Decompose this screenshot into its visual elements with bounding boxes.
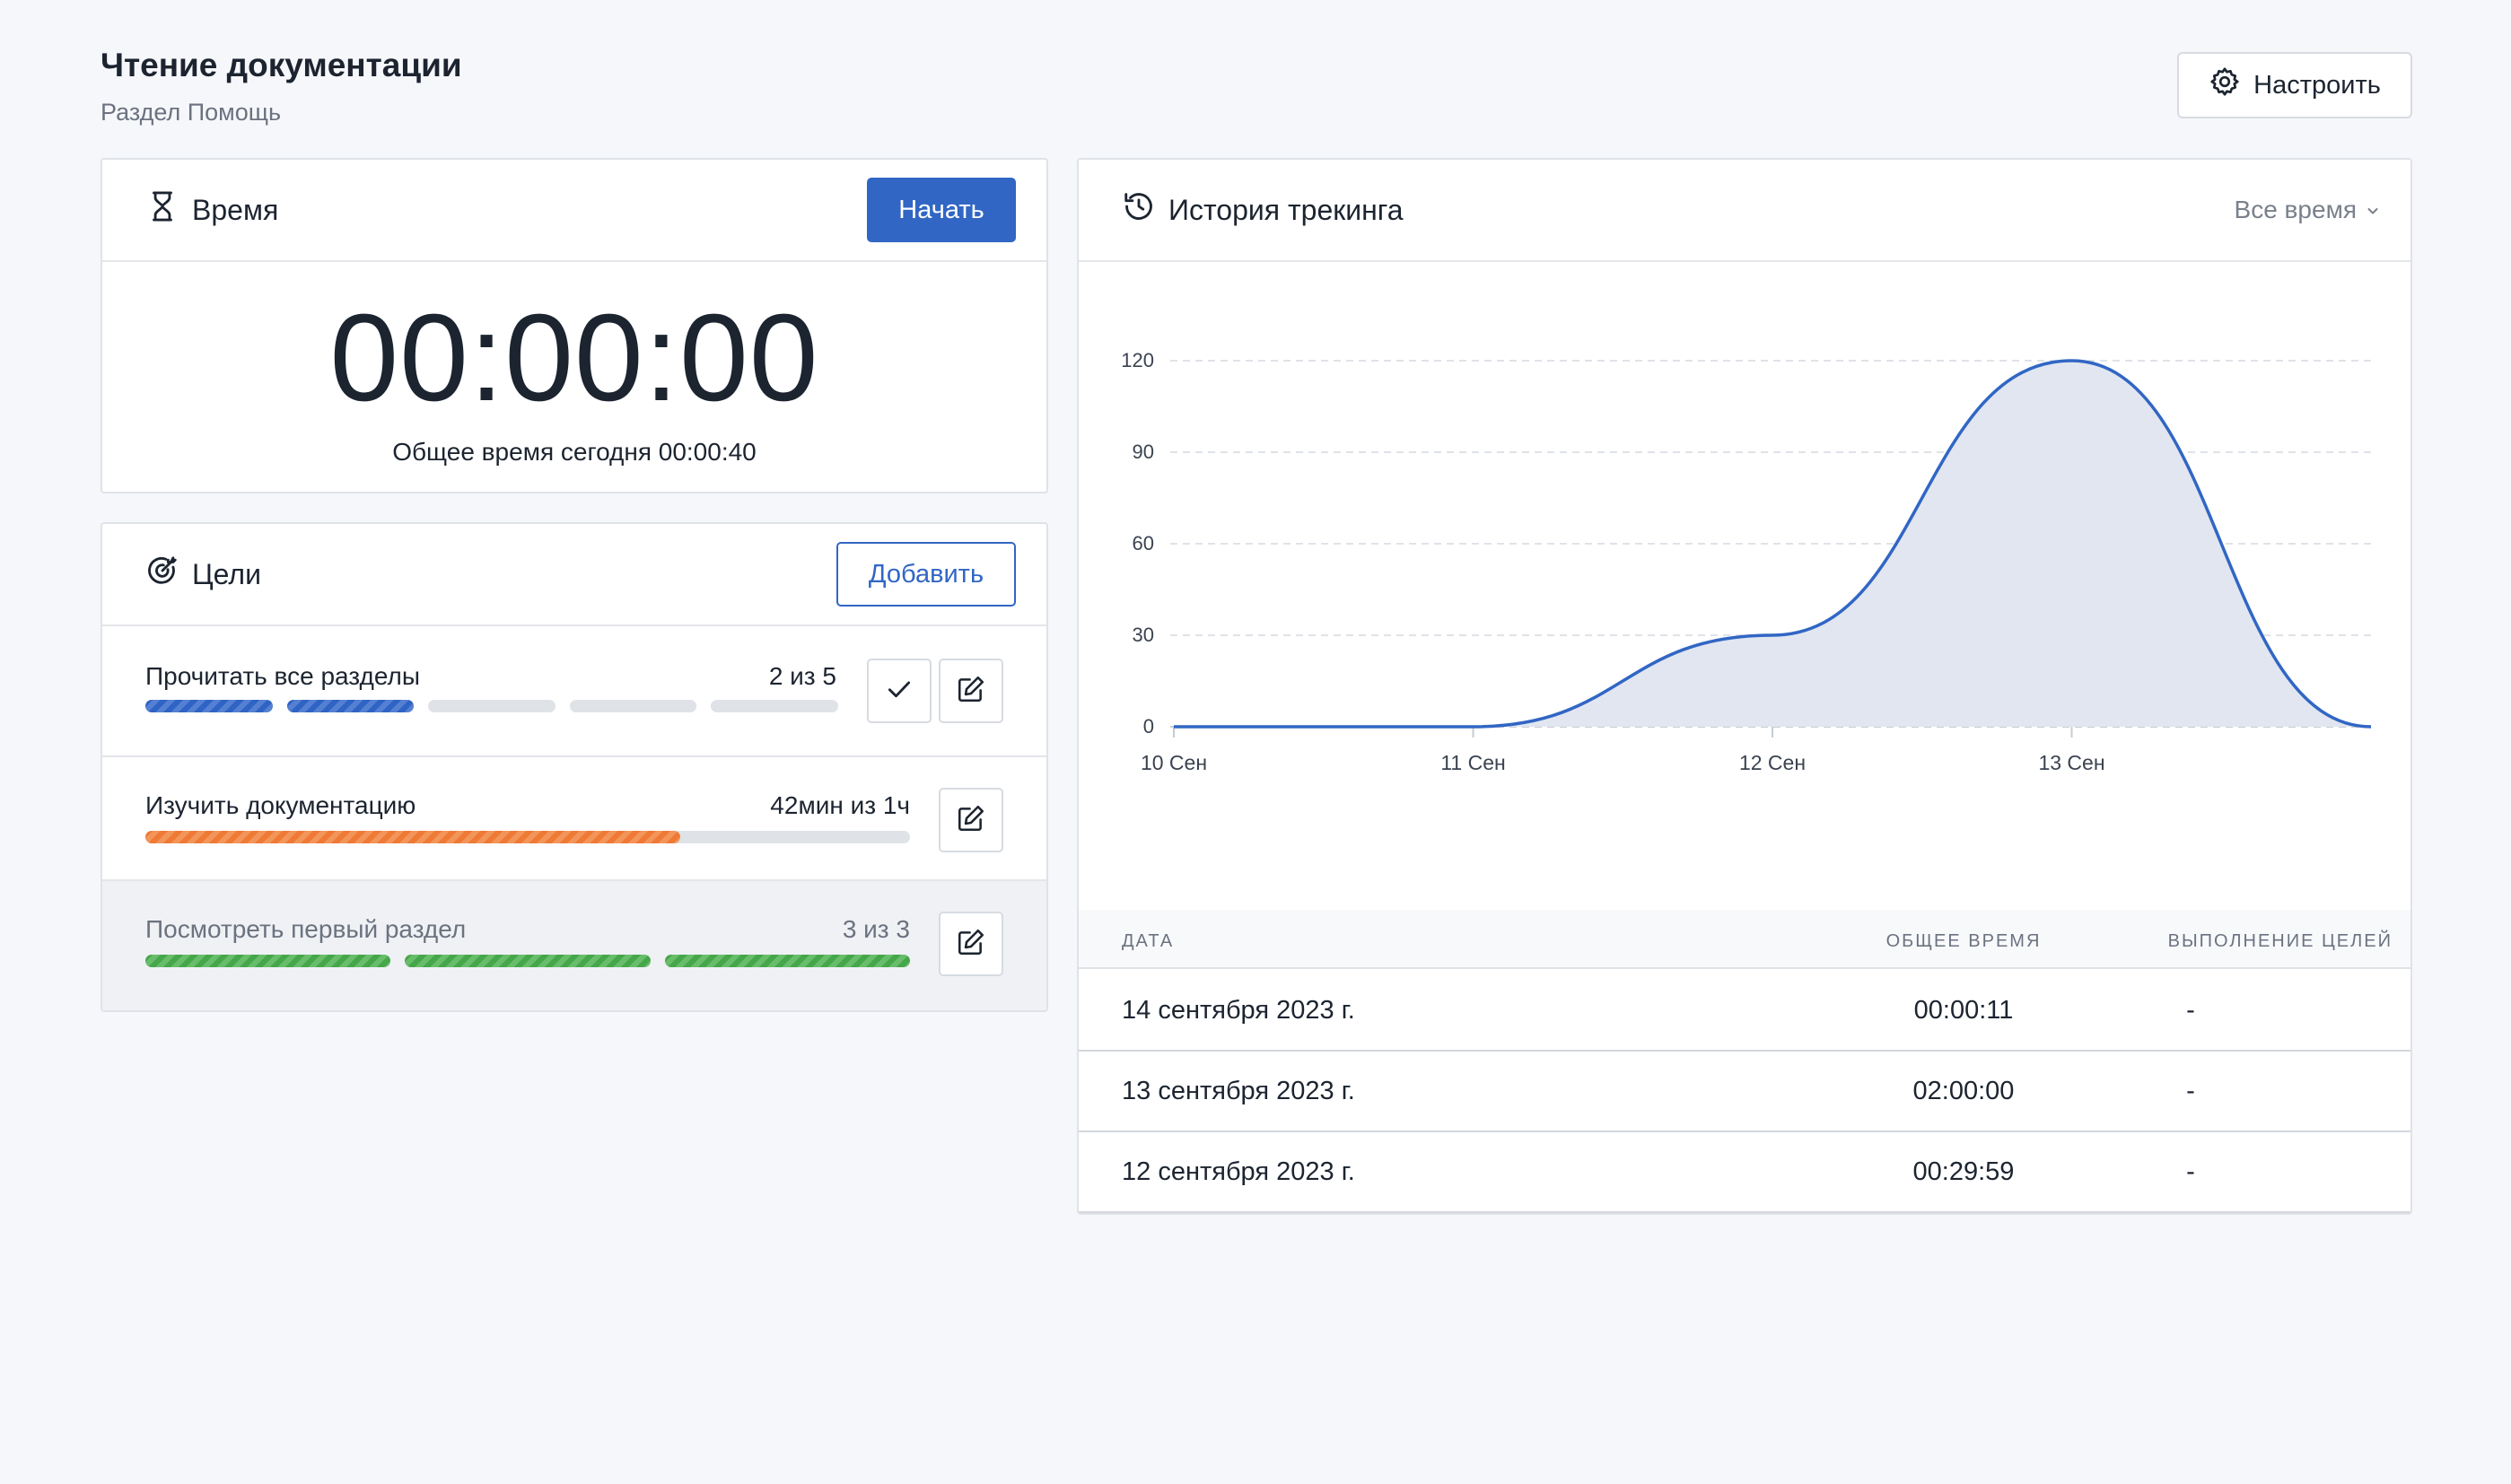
row-total-time: 00:00:11 bbox=[1913, 996, 2014, 1025]
history-title: История трекинга bbox=[1168, 193, 1404, 226]
column-header-date: ДАТА bbox=[1122, 931, 1175, 951]
row-total-time: 00:29:59 bbox=[1912, 1157, 2015, 1186]
x-tick-label: 11 Сен bbox=[1440, 751, 1505, 774]
goal-item: Прочитать все разделы 2 из 5 bbox=[102, 626, 1046, 757]
page-subtitle: Раздел Помощь bbox=[101, 99, 282, 126]
goals-card-title: Цели bbox=[145, 554, 261, 595]
settings-label: Настроить bbox=[2253, 70, 2381, 100]
y-tick-label: 30 bbox=[1133, 624, 1154, 646]
goal-progress-track bbox=[145, 831, 910, 843]
timer-title: Время bbox=[192, 193, 279, 226]
row-date: 13 сентября 2023 г. bbox=[1122, 1077, 1355, 1105]
row-goals-completion: - bbox=[2186, 1077, 2195, 1105]
goal-value: 3 из 3 bbox=[842, 915, 910, 943]
edit-icon bbox=[956, 927, 986, 962]
column-header-goals: ВЫПОЛНЕНИЕ ЦЕЛЕЙ bbox=[2167, 931, 2393, 951]
check-icon bbox=[884, 674, 914, 709]
hourglass-icon bbox=[145, 189, 179, 231]
goal-value: 42мин из 1ч bbox=[770, 791, 910, 819]
goals-card: Цели Добавить Прочитать все разделы 2 из… bbox=[101, 522, 1048, 1012]
y-tick-label: 90 bbox=[1133, 441, 1154, 463]
edit-icon bbox=[956, 674, 986, 709]
goal-progress-segment bbox=[428, 700, 556, 712]
goal-progress-segment bbox=[664, 955, 910, 967]
tracking-chart: 0 30 60 90 120 10 Сен 11 Сен 12 Сен 13 Сен bbox=[1121, 349, 2375, 774]
goal-progress-segment bbox=[145, 700, 273, 712]
goal-progress-segment bbox=[569, 700, 697, 712]
goal-value: 2 из 5 bbox=[768, 662, 836, 690]
row-goals-completion: - bbox=[2186, 1157, 2195, 1186]
timer-card-title: Время bbox=[145, 189, 278, 231]
page-title: Чтение документации bbox=[101, 47, 462, 83]
edit-goal-button[interactable] bbox=[939, 912, 1003, 976]
area-fill bbox=[1174, 361, 2371, 727]
y-tick-label: 60 bbox=[1133, 532, 1154, 554]
gear-icon bbox=[2209, 65, 2241, 105]
time-range-label: Все время bbox=[2234, 196, 2357, 223]
start-button[interactable]: Начать bbox=[867, 178, 1016, 242]
y-tick-label: 0 bbox=[1143, 715, 1154, 738]
goal-progress-segment bbox=[286, 700, 415, 712]
goal-progress-segment bbox=[711, 700, 838, 712]
goal-progress-segment bbox=[405, 955, 651, 967]
goal-progress-segment bbox=[145, 955, 391, 967]
edit-goal-button[interactable] bbox=[939, 788, 1003, 852]
goal-label: Изучить документацию bbox=[145, 791, 416, 819]
history-card-title: История трекинга bbox=[1122, 189, 1404, 231]
table-row: 11 сентября 2023 г.00:00:00- bbox=[1079, 1213, 2410, 1215]
history-card: История трекинга Все время 0 30 60 90 120 10 … bbox=[1077, 158, 2412, 1215]
target-icon bbox=[145, 554, 179, 595]
timer-card-header: Время Начать bbox=[102, 160, 1046, 262]
today-total: Общее время сегодня 00:00:40 bbox=[392, 438, 757, 466]
complete-goal-button[interactable] bbox=[867, 659, 932, 723]
add-goal-button[interactable]: Добавить bbox=[836, 542, 1016, 607]
edit-icon bbox=[956, 803, 986, 838]
row-date: 12 сентября 2023 г. bbox=[1122, 1157, 1355, 1186]
goals-card-header: Цели Добавить bbox=[102, 524, 1046, 626]
table-row: 12 сентября 2023 г. 00:29:59 - bbox=[1079, 1132, 2410, 1213]
goal-item: Изучить документацию 42мин из 1ч bbox=[102, 757, 1046, 881]
row-date: 14 сентября 2023 г. bbox=[1122, 996, 1355, 1025]
edit-goal-button[interactable] bbox=[939, 659, 1003, 723]
row-total-time: 02:00:00 bbox=[1912, 1077, 2015, 1105]
timer-card: Время Начать 00:00:00 Общее время сегодн… bbox=[101, 158, 1048, 493]
table-row: 14 сентября 2023 г. 00:00:11 - bbox=[1079, 971, 2410, 1052]
history-table-header: ДАТА ОБЩЕЕ ВРЕМЯ ВЫПОЛНЕНИЕ ЦЕЛЕЙ bbox=[1079, 910, 2410, 969]
column-header-total: ОБЩЕЕ ВРЕМЯ bbox=[1885, 931, 2042, 951]
goal-label: Посмотреть первый раздел bbox=[145, 915, 467, 943]
row-goals-completion: - bbox=[2186, 996, 2195, 1025]
x-tick-label: 13 Сен bbox=[2038, 751, 2104, 774]
settings-button[interactable]: Настроить bbox=[2177, 52, 2412, 118]
history-icon bbox=[1122, 189, 1156, 231]
table-row: 13 сентября 2023 г. 02:00:00 - bbox=[1079, 1052, 2410, 1132]
x-tick-label: 10 Сен bbox=[1141, 751, 1207, 774]
goal-item-completed: Посмотреть первый раздел 3 из 3 bbox=[102, 881, 1046, 1010]
time-range-dropdown[interactable]: Все время bbox=[2235, 196, 2380, 224]
goals-title: Цели bbox=[192, 557, 261, 590]
x-tick-label: 12 Сен bbox=[1739, 751, 1806, 774]
timer-display: 00:00:00 bbox=[329, 289, 819, 427]
goal-label: Прочитать все разделы bbox=[145, 662, 420, 690]
page-header: Чтение документации Раздел Помощь bbox=[101, 47, 462, 127]
history-card-header: История трекинга Все время bbox=[1079, 160, 2410, 262]
goal-progress-fill bbox=[145, 831, 681, 843]
chevron-down-icon bbox=[2366, 196, 2380, 224]
series-line bbox=[1173, 359, 2372, 729]
y-tick-label: 120 bbox=[1121, 349, 1154, 371]
